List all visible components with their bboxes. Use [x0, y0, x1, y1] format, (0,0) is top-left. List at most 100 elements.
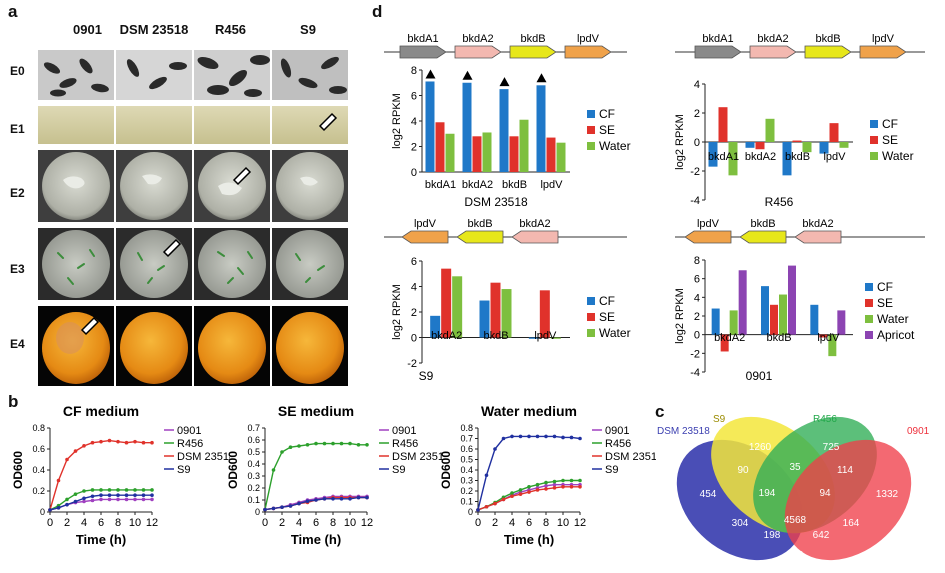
panel-a-photos [38, 50, 348, 386]
y-tick-label: -2 [690, 166, 700, 178]
legend-label: Water [877, 312, 909, 326]
bar [755, 142, 765, 150]
bar [720, 334, 729, 352]
data-point [107, 493, 112, 497]
y-axis-label: log2 RPKM [674, 288, 686, 344]
series-line [49, 494, 152, 511]
x-tick-label: 8 [115, 517, 121, 529]
data-point [271, 506, 276, 511]
y-tick-label: 0.7 [460, 434, 473, 444]
y-tick-label: 2 [411, 142, 417, 154]
x-axis-label: Time (h) [76, 532, 126, 547]
chart-title: CF medium [63, 403, 139, 419]
gene-label: bkdB [750, 218, 775, 230]
gene-label: lpdV [577, 33, 600, 45]
bar [430, 315, 441, 338]
bar [539, 290, 550, 338]
legend-swatch [587, 110, 595, 118]
legend-label: R456 [605, 438, 631, 450]
x-category-label: bkdB [502, 179, 527, 191]
x-tick-label: 2 [279, 517, 285, 529]
gene-label: bkdB [815, 33, 840, 45]
legend-label: DSM 23518 [177, 451, 230, 463]
legend-label: SE [599, 310, 615, 324]
x-axis-label: R456 [765, 195, 794, 209]
data-point [348, 497, 352, 501]
x-category-label: bkdB [483, 330, 508, 342]
data-point [356, 495, 361, 500]
x-category-label: bkdA2 [462, 179, 493, 191]
data-point [510, 434, 514, 439]
row-label-e0: E0 [10, 64, 25, 78]
y-tick-label: 8 [694, 255, 700, 267]
venn-count: 642 [813, 530, 830, 541]
bar [445, 133, 455, 172]
bar [556, 142, 566, 172]
panel-label-c: c [655, 402, 665, 421]
y-tick-label: 0.4 [32, 465, 45, 475]
bar [519, 119, 529, 172]
gene-arrow [456, 230, 504, 244]
x-tick-label: 8 [543, 517, 549, 529]
bar [536, 85, 546, 172]
x-axis-label: Time (h) [504, 532, 554, 547]
data-point [90, 488, 95, 492]
data-point [107, 438, 112, 443]
panel-label-a: a [8, 2, 18, 21]
y-axis-label: OD600 [11, 451, 25, 489]
y-tick-label: 0.4 [460, 465, 473, 475]
venn-count: 454 [700, 489, 717, 500]
x-category-label: bkdA2 [714, 332, 745, 344]
data-point [518, 434, 523, 439]
arrow-icon [80, 316, 100, 336]
data-point [365, 443, 369, 447]
legend-swatch [870, 120, 878, 128]
data-point [535, 434, 540, 439]
y-tick-label: -2 [407, 358, 417, 370]
legend-label: S9 [177, 464, 190, 476]
x-category-label: bkdB [766, 332, 791, 344]
data-point [527, 485, 531, 489]
bar [718, 107, 728, 142]
data-point [561, 485, 565, 489]
data-point [544, 480, 548, 485]
data-point [552, 479, 557, 484]
y-tick-label: 0.5 [247, 447, 260, 457]
x-axis-label: S9 [419, 369, 434, 383]
data-point [150, 497, 154, 502]
legend-label: SE [877, 296, 893, 310]
data-point [535, 482, 540, 487]
venn-count: 94 [819, 488, 831, 499]
data-point [331, 441, 335, 446]
data-point [569, 435, 574, 440]
gene-label: lpdV [872, 33, 895, 45]
legend-label: Water [882, 149, 914, 163]
gene-arrow [511, 230, 559, 244]
venn-label-r456: R456 [813, 414, 837, 425]
e0-row [38, 50, 348, 100]
bar [819, 142, 829, 154]
legend-label: R456 [177, 438, 203, 450]
y-tick-label: 4 [411, 282, 417, 294]
data-point [297, 444, 301, 448]
y-tick-label: 0 [411, 333, 417, 345]
x-tick-label: 8 [330, 517, 336, 529]
bar [425, 81, 435, 172]
y-tick-label: 0.6 [247, 435, 260, 445]
gene-label: bkdB [520, 33, 545, 45]
bar [738, 270, 747, 335]
x-tick-label: 0 [475, 517, 481, 529]
data-point [65, 497, 69, 502]
data-point [280, 505, 284, 509]
data-point [141, 493, 146, 497]
bar [711, 308, 720, 335]
strain-header-r456: R456 [214, 22, 247, 37]
bar [765, 118, 775, 142]
chart-d4: lpdV bkdB bkdA2 -4 -2 0 2 4 6 8 log2 RPKM bkdA2 bkdB… [674, 218, 925, 383]
y-axis-label: log2 RPKM [391, 284, 403, 340]
bar [462, 82, 472, 172]
y-tick-label: 0.3 [247, 471, 260, 481]
data-point [322, 441, 327, 446]
data-point [90, 498, 95, 503]
gene-arrow [401, 230, 449, 244]
